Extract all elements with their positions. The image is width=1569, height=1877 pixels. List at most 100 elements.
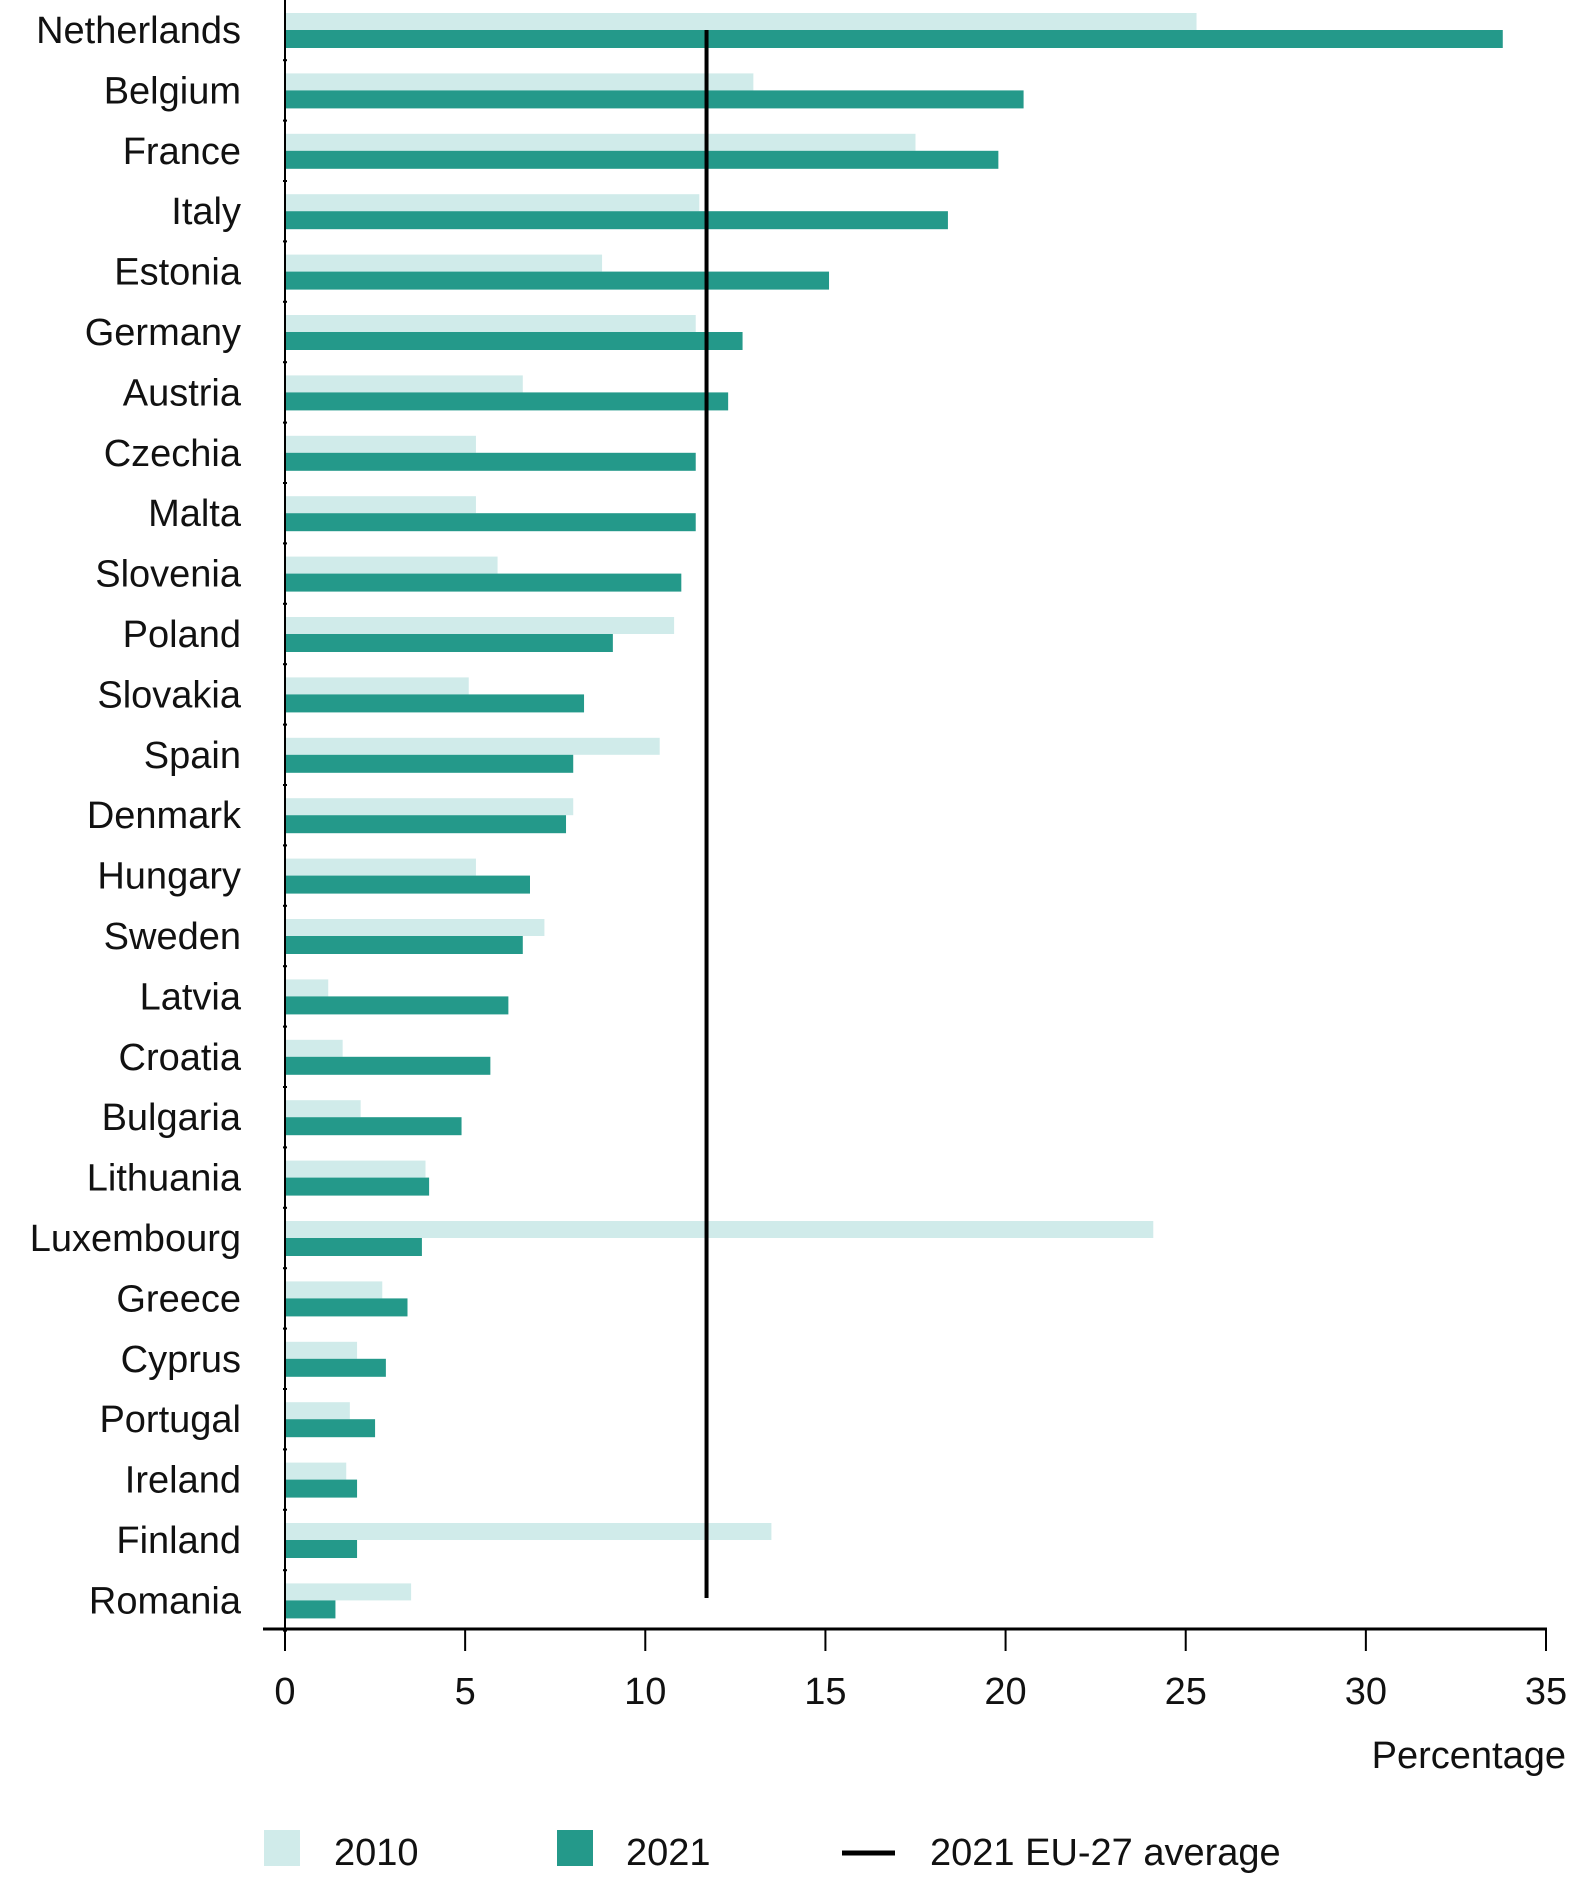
- x-tick-label: 30: [1345, 1671, 1387, 1713]
- bar-2021-estonia: [285, 271, 830, 290]
- bar-2021-belgium: [285, 90, 1024, 109]
- bar-2021-finland: [285, 1540, 358, 1558]
- bar-2010-hungary: [285, 858, 476, 876]
- bar-2010-romania: [285, 1583, 412, 1601]
- x-axis-label: Percentage: [1372, 1735, 1566, 1777]
- category-label: Greece: [116, 1278, 241, 1320]
- bar-2021-bulgaria: [285, 1117, 462, 1136]
- bar-2010-netherlands: [285, 13, 1197, 30]
- bar-2021-austria: [285, 392, 729, 411]
- bar-2021-spain: [285, 754, 574, 773]
- category-label: Sweden: [104, 916, 241, 958]
- bar-2010-austria: [285, 375, 523, 393]
- x-tick-label: 35: [1525, 1671, 1567, 1713]
- bar-2021-portugal: [285, 1419, 376, 1438]
- category-label: Lithuania: [87, 1158, 242, 1200]
- bar-2010-slovenia: [285, 556, 498, 574]
- bar-2021-cyprus: [285, 1358, 386, 1377]
- bar-2021-slovenia: [285, 573, 682, 592]
- bar-2010-poland: [285, 617, 675, 634]
- bar-2021-poland: [285, 634, 613, 652]
- category-label: Ireland: [125, 1460, 241, 1502]
- category-label: Austria: [123, 372, 242, 414]
- bar-2021-slovakia: [285, 694, 585, 713]
- category-label: Belgium: [104, 70, 241, 112]
- x-tick-label: 25: [1165, 1671, 1207, 1713]
- category-label: Estonia: [114, 252, 242, 294]
- bar-2021-lithuania: [285, 1177, 430, 1196]
- bar-2010-croatia: [285, 1039, 343, 1057]
- bar-2010-luxembourg: [285, 1221, 1154, 1238]
- bar-2010-belgium: [285, 73, 754, 91]
- bar-2010-ireland: [285, 1462, 347, 1480]
- x-tick-label: 5: [455, 1671, 476, 1713]
- category-label: Denmark: [87, 795, 242, 837]
- x-tick-label: 10: [624, 1671, 666, 1713]
- category-label: Poland: [123, 614, 241, 656]
- category-label: Portugal: [99, 1399, 241, 1441]
- bar-2010-slovakia: [285, 677, 469, 695]
- bar-2010-denmark: [285, 798, 574, 816]
- bar-2021-denmark: [285, 815, 567, 834]
- category-label: Slovenia: [95, 554, 242, 596]
- category-label: Czechia: [104, 433, 242, 475]
- category-label: Romania: [89, 1580, 242, 1622]
- bar-2010-spain: [285, 737, 660, 755]
- category-label: Cyprus: [121, 1339, 241, 1381]
- bar-2010-bulgaria: [285, 1100, 361, 1118]
- category-label: Germany: [85, 312, 241, 354]
- category-label: Luxembourg: [30, 1218, 241, 1260]
- bar-2021-luxembourg: [285, 1238, 422, 1256]
- category-label: Hungary: [97, 856, 241, 898]
- category-label: Finland: [116, 1520, 241, 1562]
- bar-2021-malta: [285, 513, 696, 532]
- x-tick-label: 0: [274, 1671, 295, 1713]
- x-tick-label: 20: [984, 1671, 1026, 1713]
- bar-2010-greece: [285, 1281, 383, 1299]
- bar-2010-czechia: [285, 435, 476, 453]
- bar-2021-czechia: [285, 452, 696, 471]
- category-label: Croatia: [119, 1037, 242, 1079]
- legend-swatch-2010: [264, 1830, 300, 1866]
- legend-label-2021: 2021: [626, 1832, 711, 1874]
- bar-2010-cyprus: [285, 1341, 358, 1359]
- bar-2010-latvia: [285, 979, 329, 997]
- bar-2021-netherlands: [285, 30, 1503, 48]
- category-label: Bulgaria: [102, 1097, 242, 1139]
- legend-swatch-2021: [557, 1830, 593, 1866]
- bar-2010-france: [285, 133, 916, 151]
- bar-2010-lithuania: [285, 1160, 426, 1178]
- category-label: Spain: [144, 735, 241, 777]
- category-label: France: [123, 131, 241, 173]
- bar-2010-finland: [285, 1523, 772, 1540]
- bar-2021-sweden: [285, 936, 523, 954]
- bar-2021-ireland: [285, 1479, 358, 1498]
- legend-label-2010: 2010: [334, 1832, 419, 1874]
- category-label: Netherlands: [36, 10, 241, 52]
- bar-2010-malta: [285, 496, 476, 514]
- bar-2010-portugal: [285, 1402, 350, 1420]
- axes: 0 5 10 15 20 25 30 35: [263, 0, 1567, 1713]
- legend-label-average: 2021 EU-27 average: [930, 1832, 1281, 1874]
- bar-2010-estonia: [285, 254, 603, 272]
- bar-2021-germany: [285, 332, 743, 350]
- bar-2021-latvia: [285, 996, 509, 1015]
- bar-2021-greece: [285, 1298, 408, 1317]
- category-label: Italy: [171, 191, 241, 233]
- bar-2021-croatia: [285, 1056, 491, 1075]
- bars-layer: [285, 13, 1503, 1619]
- legend: 2010 2021 2021 EU-27 average: [264, 1830, 1281, 1874]
- bar-2021-hungary: [285, 875, 530, 894]
- category-label: Malta: [148, 493, 242, 535]
- bar-2010-sweden: [285, 919, 545, 936]
- bar-2021-italy: [285, 211, 948, 230]
- x-tick-label: 15: [804, 1671, 846, 1713]
- category-labels: Netherlands Belgium France Italy Estonia Germ…: [30, 10, 242, 1622]
- category-label: Slovakia: [97, 674, 241, 716]
- bar-2021-romania: [285, 1600, 336, 1619]
- bar-2010-italy: [285, 194, 700, 212]
- bar-2021-france: [285, 150, 999, 169]
- category-label: Latvia: [140, 976, 242, 1018]
- bar-2010-germany: [285, 315, 696, 332]
